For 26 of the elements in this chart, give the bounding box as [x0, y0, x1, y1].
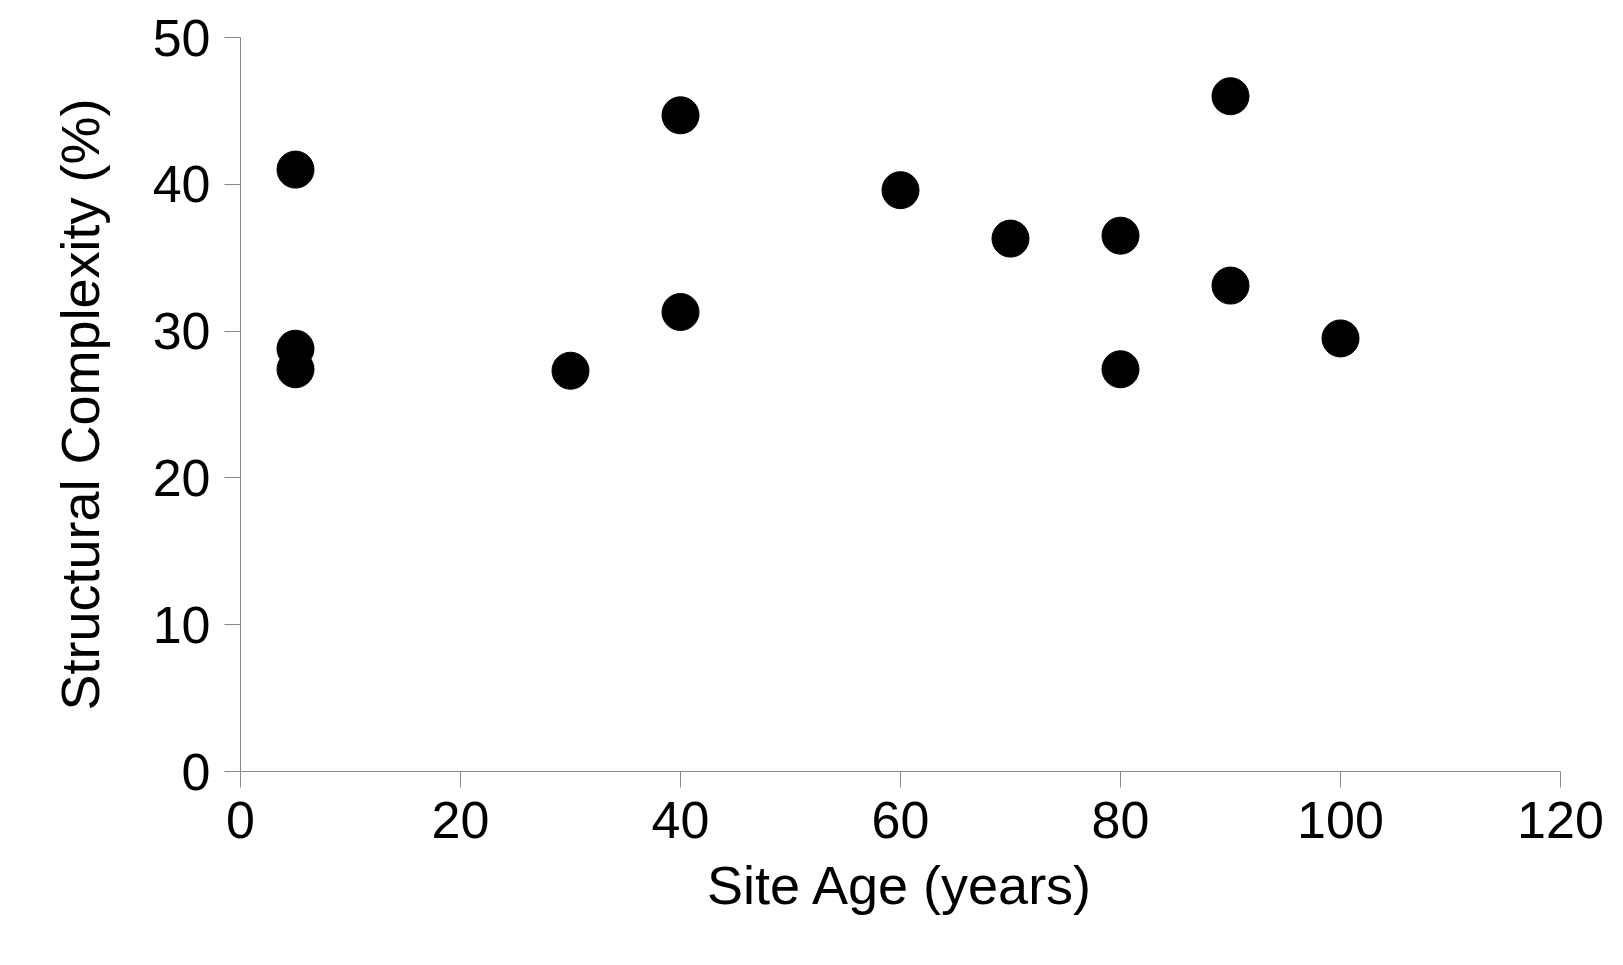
point — [551, 351, 590, 390]
x-tick-label: 60 — [871, 790, 930, 849]
point — [1321, 319, 1360, 358]
point — [1211, 77, 1250, 116]
y-tick-label: 40 — [152, 155, 211, 214]
y-tick-label: 50 — [152, 8, 211, 67]
point — [1101, 216, 1140, 255]
x-axis-title: Site Age (years) — [706, 854, 1092, 915]
x-tick-label: 80 — [1091, 790, 1150, 849]
point — [1101, 350, 1140, 389]
point — [1211, 266, 1250, 305]
x-tick-label: 100 — [1297, 790, 1384, 849]
y-tick-label: 20 — [152, 448, 211, 507]
x-tick-label: 120 — [1517, 790, 1604, 849]
x-tick-label: 40 — [651, 790, 710, 849]
point — [661, 96, 700, 135]
point — [991, 219, 1030, 258]
point — [276, 150, 315, 189]
y-axis-title: Structural Complexity (%) — [49, 98, 110, 711]
y-tick-label: 30 — [152, 302, 211, 361]
y-tick-label: 0 — [181, 742, 211, 801]
y-tick-label: 10 — [152, 595, 211, 654]
x-tick-label: 20 — [431, 790, 490, 849]
x-tick-label: 0 — [226, 790, 255, 849]
point — [881, 171, 920, 210]
point — [661, 293, 700, 331]
